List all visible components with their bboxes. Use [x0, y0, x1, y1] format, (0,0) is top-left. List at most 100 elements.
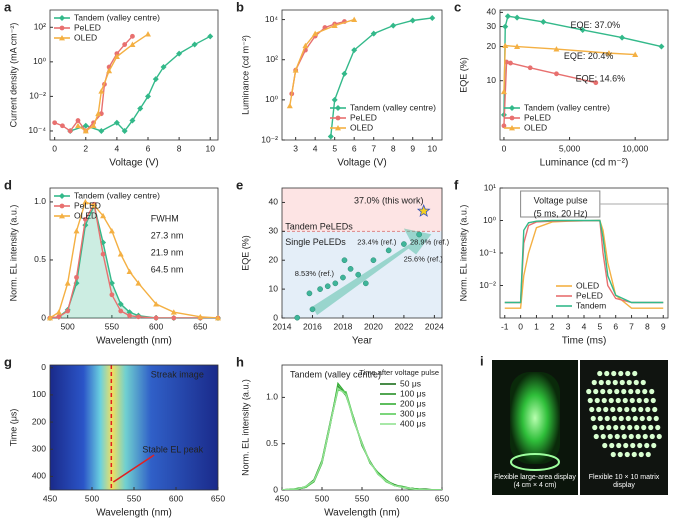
annotation: EQE: 14.6% [576, 73, 626, 83]
marker [509, 125, 515, 131]
legend-title: Time after voltage pulse [359, 368, 439, 377]
y-tick-label: 0 [273, 484, 278, 494]
panel-label: i [480, 353, 484, 368]
marker [109, 292, 115, 298]
y-tick-label: 20 [269, 254, 279, 264]
x-tick-label: 500 [61, 321, 75, 331]
point [347, 266, 354, 272]
matrix-dot [644, 442, 650, 449]
marker [370, 30, 377, 37]
marker [117, 251, 124, 257]
x-tick-label: 9 [410, 143, 415, 153]
x-tick-label: 2014 [273, 321, 292, 331]
matrix-dot [592, 424, 598, 431]
x-tick-label: 500 [85, 493, 99, 503]
peak-arrow [112, 454, 155, 483]
plot-frame [281, 9, 443, 141]
y-tick-label: 10⁰ [265, 94, 278, 104]
marker [286, 102, 293, 109]
marker [60, 123, 65, 129]
matrix-dot [637, 442, 643, 449]
marker [75, 118, 81, 123]
panel-label: h [236, 354, 244, 369]
legend-label: PeLED [74, 200, 101, 210]
matrix-dot [648, 424, 654, 431]
matrix-dot [628, 433, 634, 440]
matrix-dot [655, 424, 661, 431]
x-tick-label: 500 [315, 493, 329, 503]
y-tick-label: 10⁻² [479, 280, 496, 290]
x-tick-label: 6 [613, 321, 618, 331]
matrix-dot [623, 442, 629, 449]
y-tick-label: 10⁰ [33, 56, 46, 66]
x-tick-label: 2018 [333, 321, 352, 331]
marker [126, 268, 133, 274]
legend-label: OLED [524, 122, 547, 132]
matrix-dot [635, 433, 641, 440]
x-tick-label: 6 [352, 143, 357, 153]
marker [170, 309, 177, 315]
marker [191, 41, 198, 48]
matrix-dot [616, 442, 622, 449]
marker [160, 64, 167, 71]
matrix-dot [590, 415, 596, 422]
marker [502, 23, 509, 30]
matrix-dot [609, 442, 615, 449]
y-tick-label: 400 [32, 471, 46, 481]
matrix-dot [641, 424, 647, 431]
marker [74, 274, 79, 280]
y-tick-label: 0.5 [266, 438, 278, 448]
annotation: (5 ms, 20 Hz) [534, 208, 588, 218]
marker [82, 122, 89, 129]
marker [59, 35, 65, 41]
y-tick-label: 10² [266, 54, 278, 64]
marker [605, 50, 612, 56]
marker [171, 315, 177, 321]
x-tick-label: 5,000 [559, 143, 581, 153]
point [341, 257, 348, 264]
marker [153, 315, 159, 321]
series-line [504, 219, 664, 304]
plot-frame [281, 187, 443, 319]
series-line [282, 386, 442, 490]
matrix-dot [587, 397, 593, 404]
marker [64, 280, 71, 286]
marker [429, 14, 436, 21]
plot-frame [49, 187, 219, 319]
matrix-dot [612, 379, 618, 386]
y-tick-label: 10⁻² [29, 91, 46, 101]
marker [145, 31, 151, 37]
marker [312, 30, 319, 37]
legend-label: 100 μs [400, 388, 426, 398]
matrix-dot [624, 451, 630, 458]
marker [553, 46, 560, 52]
y-axis-label: Time (μs) [8, 409, 18, 447]
marker [55, 309, 62, 315]
matrix-dot [615, 397, 621, 404]
matrix-dot [594, 397, 600, 404]
annotation: 23.4% (ref.) [357, 238, 397, 247]
legend-label: Tandem (valley centre) [350, 102, 436, 112]
marker [504, 13, 511, 20]
marker [658, 43, 665, 50]
marker [90, 122, 97, 129]
x-tick-label: 5 [332, 143, 337, 153]
marker [145, 93, 151, 100]
matrix-dot [608, 397, 614, 404]
point [324, 283, 331, 290]
x-tick-label: 600 [149, 321, 163, 331]
matrix-dot [643, 397, 649, 404]
photo-caption: Flexible large-area display (4 cm × 4 cm… [494, 474, 576, 489]
matrix-dot [602, 442, 608, 449]
marker [527, 65, 533, 71]
marker [135, 280, 142, 286]
series-line [77, 33, 149, 132]
y-tick-label: 0.5 [34, 254, 46, 264]
y-axis-label: Norm. EL intensity (a.u.) [458, 205, 468, 302]
series-line [330, 17, 433, 137]
marker [95, 110, 102, 117]
matrix-dot [649, 388, 655, 395]
marker [73, 227, 80, 234]
matrix-dot [605, 379, 611, 386]
